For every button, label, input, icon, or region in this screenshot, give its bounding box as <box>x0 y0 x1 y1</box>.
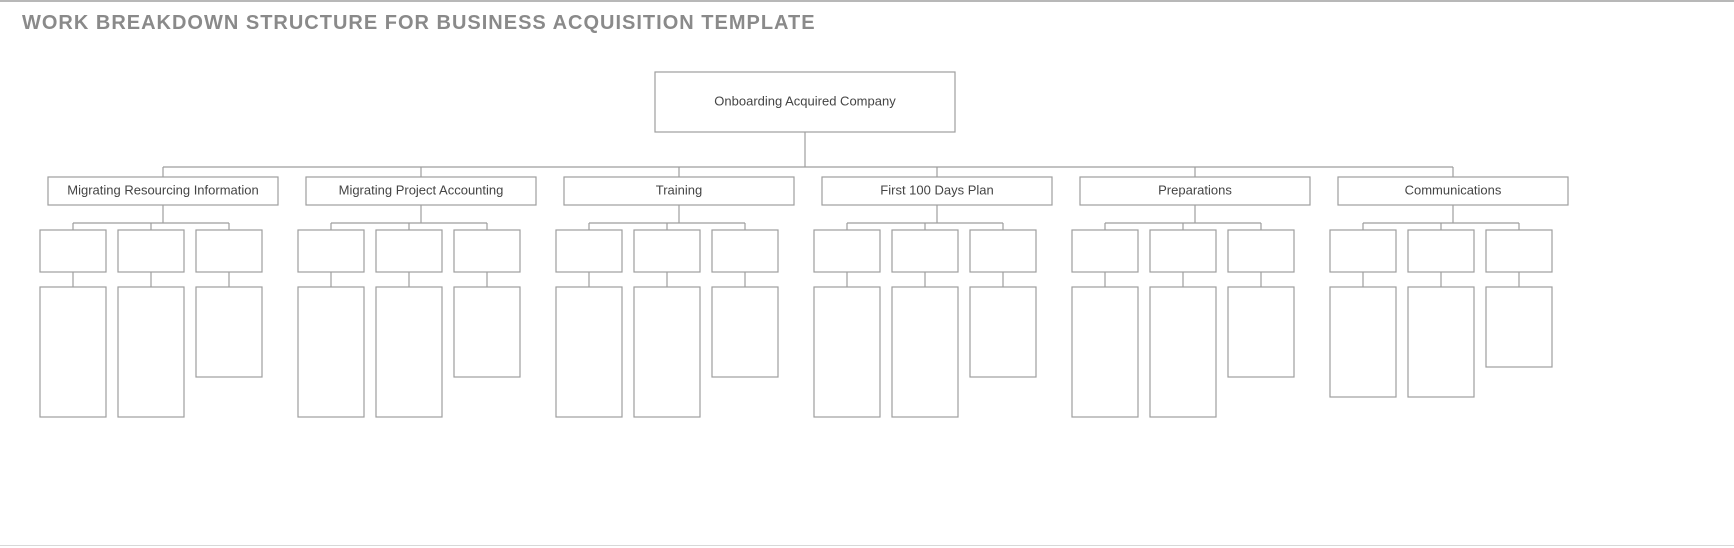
branch-5-child-2-box <box>1486 230 1552 272</box>
branch-3-child-0-box3 <box>814 287 880 417</box>
branch-5-child-0-box <box>1330 230 1396 272</box>
branch-4-child-2-box3 <box>1228 287 1294 377</box>
branch-1-child-0-box3 <box>298 287 364 417</box>
branch-2-child-2-box3 <box>712 287 778 377</box>
branch-2-child-1-box <box>634 230 700 272</box>
branch-2-child-0-box <box>556 230 622 272</box>
branch-0-label: Migrating Resourcing Information <box>67 182 258 197</box>
branch-2-child-2-box <box>712 230 778 272</box>
branch-1-child-1-box <box>376 230 442 272</box>
branch-3-child-1-box <box>892 230 958 272</box>
branch-4-child-2-box <box>1228 230 1294 272</box>
branch-5-label: Communications <box>1405 182 1502 197</box>
branch-2-label: Training <box>656 182 702 197</box>
branch-4-child-1-box3 <box>1150 287 1216 417</box>
branch-1-child-1-box3 <box>376 287 442 417</box>
branch-5-child-2-box3 <box>1486 287 1552 367</box>
branch-2-child-0-box3 <box>556 287 622 417</box>
branch-0-child-1-box <box>118 230 184 272</box>
branch-0-child-0-box <box>40 230 106 272</box>
branch-1-label: Migrating Project Accounting <box>339 182 504 197</box>
branch-4-child-0-box3 <box>1072 287 1138 417</box>
branch-1-child-2-box <box>454 230 520 272</box>
branch-0-child-2-box <box>196 230 262 272</box>
branch-4-child-1-box <box>1150 230 1216 272</box>
branch-0-child-2-box3 <box>196 287 262 377</box>
branch-2-child-1-box3 <box>634 287 700 417</box>
branch-3-child-2-box <box>970 230 1036 272</box>
branch-3-label: First 100 Days Plan <box>880 182 993 197</box>
branch-4-label: Preparations <box>1158 182 1232 197</box>
branch-1-child-2-box3 <box>454 287 520 377</box>
branch-3-child-1-box3 <box>892 287 958 417</box>
branch-3-child-2-box3 <box>970 287 1036 377</box>
wbs-diagram: Onboarding Acquired Company Migrating Res… <box>0 2 1734 548</box>
branch-5-child-1-box3 <box>1408 287 1474 397</box>
page: WORK BREAKDOWN STRUCTURE FOR BUSINESS AC… <box>0 0 1734 546</box>
branch-5-child-0-box3 <box>1330 287 1396 397</box>
branch-3-child-0-box <box>814 230 880 272</box>
root-label: Onboarding Acquired Company <box>714 93 896 108</box>
branch-0-child-1-box3 <box>118 287 184 417</box>
branch-1-child-0-box <box>298 230 364 272</box>
branch-4-child-0-box <box>1072 230 1138 272</box>
branch-5-child-1-box <box>1408 230 1474 272</box>
branch-0-child-0-box3 <box>40 287 106 417</box>
